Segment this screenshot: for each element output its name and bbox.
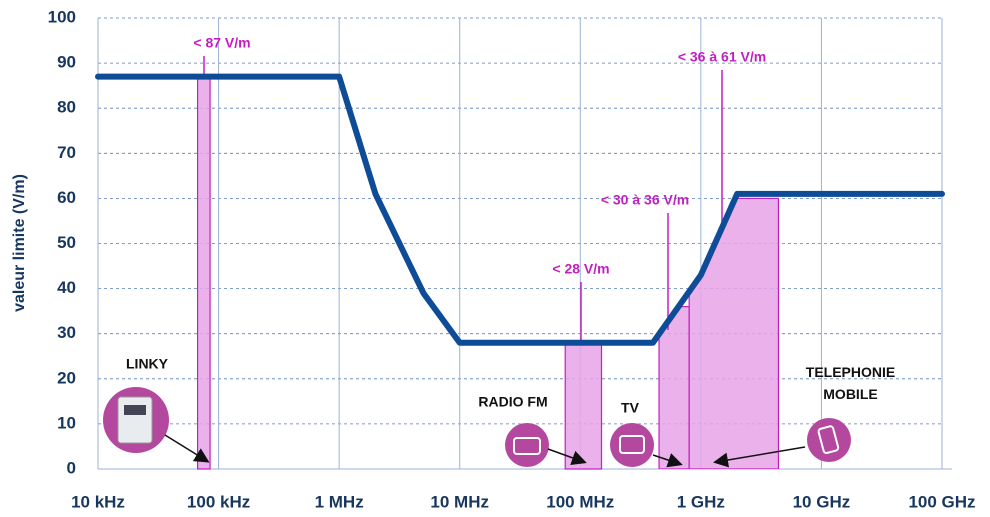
x-tick-label: 10 MHz <box>430 492 489 511</box>
y-axis-label: valeur limite (V/m) <box>11 174 28 312</box>
y-tick-label: 40 <box>57 278 76 297</box>
x-tick-label: 10 GHz <box>793 492 851 511</box>
y-tick-label: 70 <box>57 143 76 162</box>
arrow <box>164 434 210 463</box>
band <box>688 197 780 469</box>
band-annotation: < 87 V/m <box>193 35 250 51</box>
x-tick-label: 100 kHz <box>187 492 250 511</box>
x-tick-label: 100 MHz <box>546 492 614 511</box>
band-label: LINKY <box>126 356 169 372</box>
linky-screen <box>124 405 146 415</box>
arrow <box>652 453 683 468</box>
y-tick-label: 100 <box>48 7 76 26</box>
x-tick-label: 10 kHz <box>71 492 125 511</box>
band-annotation: < 30 à 36 V/m <box>601 192 689 208</box>
radio-shape <box>513 437 541 455</box>
arrow <box>713 446 806 468</box>
x-tick-label: 1 MHz <box>315 492 364 511</box>
line-series <box>95 73 945 346</box>
tv-icon <box>610 423 654 467</box>
band <box>197 76 211 470</box>
band <box>658 306 690 469</box>
band-label: TELEPHONIE MOBILE <box>805 364 896 402</box>
y-tick-label: 50 <box>57 233 76 252</box>
band <box>564 342 603 470</box>
x-tick-label: 1 GHz <box>677 492 725 511</box>
y-tick-label: 20 <box>57 368 76 387</box>
x-tick-label: 100 GHz <box>908 492 975 511</box>
y-tick-label: 30 <box>57 323 76 342</box>
band-annotation: < 28 V/m <box>552 261 609 277</box>
mobile-icon <box>807 418 851 462</box>
linky-meter <box>117 396 153 444</box>
mobile-shape <box>817 425 840 454</box>
y-tick-label: 0 <box>67 458 76 477</box>
band-label: TV <box>621 400 640 416</box>
y-tick-label: 60 <box>57 188 76 207</box>
band-label: RADIO FM <box>478 394 547 410</box>
y-tick-label: 10 <box>57 413 76 432</box>
decorations <box>103 387 851 468</box>
radio-icon <box>505 423 549 467</box>
tv-shape <box>619 435 645 454</box>
y-tick-label: 80 <box>57 98 76 117</box>
arrow <box>547 448 587 465</box>
y-tick-label: 90 <box>57 53 76 72</box>
band-annotation: < 36 à 61 V/m <box>678 49 766 65</box>
